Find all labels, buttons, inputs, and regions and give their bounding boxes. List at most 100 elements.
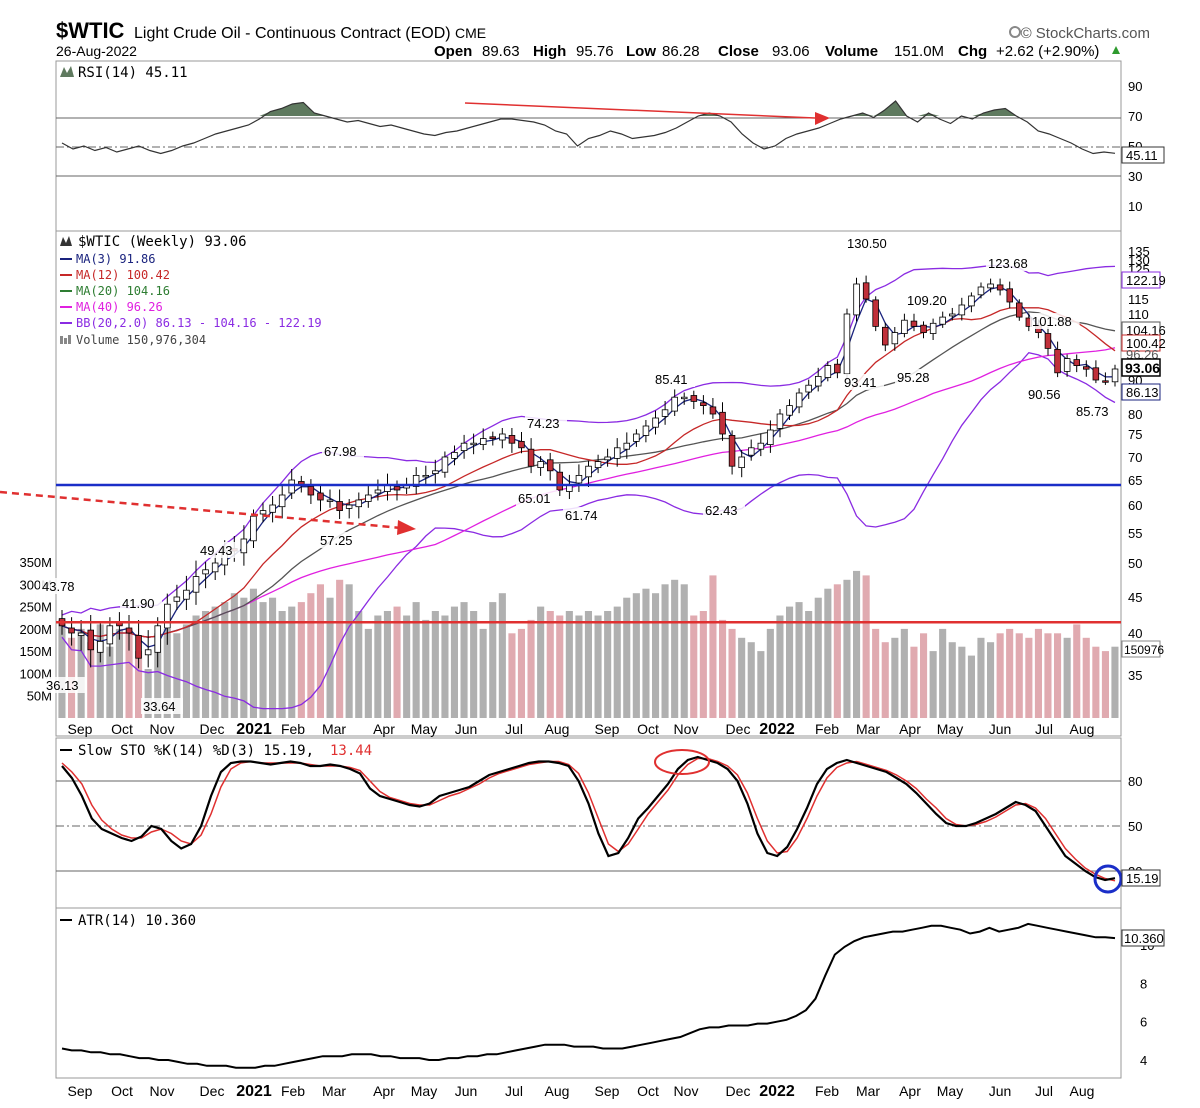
annotation-bg: [563, 507, 605, 523]
annotation-bg: [44, 677, 86, 693]
tag-bb-lower-text: 86.13: [1126, 385, 1159, 400]
rsi-overbought-fill: [62, 101, 1115, 116]
rsi-tick-label: 10: [1128, 199, 1142, 214]
x-axis-label: 2021: [236, 721, 272, 738]
price-tick-label: 75: [1128, 427, 1142, 442]
price-annotation: 95.28: [897, 370, 930, 385]
open-label: Open: [434, 43, 472, 60]
volume-bar: [135, 651, 143, 718]
x-axis-label: Dec: [200, 1083, 225, 1099]
volume-bar: [632, 593, 640, 718]
volume-bar: [470, 611, 478, 718]
candle-body: [910, 320, 918, 327]
volume-bar: [441, 615, 449, 718]
x-axis-label: Apr: [373, 1083, 395, 1099]
candle-body: [815, 375, 822, 387]
volume-bar: [364, 628, 372, 718]
annotation-bg: [1074, 403, 1116, 419]
price-legend: $WTIC (Weekly) 93.06 MA(3) 91.86 MA(12) …: [60, 234, 322, 347]
price-tick-label: 130: [1128, 253, 1150, 268]
volume-bar: [182, 624, 190, 718]
price-annotation: 90.56: [1028, 387, 1061, 402]
x-axis-label: Sep: [68, 721, 93, 737]
price-annotation: 85.41: [655, 372, 688, 387]
volume-bar: [403, 615, 411, 718]
candle-body: [441, 456, 449, 473]
candle-body: [1073, 359, 1081, 367]
price-annotation: 130.50: [847, 236, 887, 251]
tag-bb-upper: [1121, 271, 1161, 289]
price-tick-label: 70: [1128, 450, 1142, 465]
candle-body: [642, 425, 650, 436]
dashed-trend-arrow: [0, 490, 403, 530]
open-value: 89.63: [482, 43, 520, 60]
annotation-bg: [905, 292, 955, 308]
volume-bar: [786, 606, 794, 718]
annotation-bg: [120, 595, 162, 611]
x-axis-label: Aug: [545, 1083, 570, 1099]
volume-bar: [948, 642, 956, 718]
volume-bar: [661, 584, 669, 718]
price-annotation: 33.64: [143, 699, 176, 714]
volume-bar: [910, 646, 918, 718]
candle-body: [690, 395, 698, 402]
volume-tick-label: 250M: [19, 600, 52, 615]
volume-bar: [776, 615, 784, 718]
candle-body: [585, 465, 592, 478]
volume-bar: [431, 611, 439, 718]
volume-bar: [967, 655, 975, 718]
volume-bar: [345, 584, 353, 718]
rsi-tick-label: 90: [1128, 79, 1142, 94]
volume-bar: [1111, 646, 1119, 718]
annotation-bg: [845, 235, 895, 251]
symbol-title: $WTIC: [56, 18, 125, 43]
candle-body: [508, 434, 516, 444]
candle-body: [68, 627, 75, 634]
price-annotations: 43.78 36.13 41.90 33.64 49.43 67.98 57.25 74.23…: [40, 235, 1116, 714]
volume-bar: [326, 597, 334, 718]
legend-ma3: MA(3) 91.86: [76, 252, 155, 266]
x-axis-label: Apr: [373, 721, 395, 737]
tag-ma12: [1121, 334, 1161, 352]
x-axis-label: 2022: [759, 1083, 795, 1100]
volume-bar: [824, 588, 832, 718]
volume-bar: [278, 611, 286, 718]
rsi-current-tag: [1121, 146, 1165, 164]
candle-body: [307, 486, 315, 496]
candle-body: [1016, 302, 1023, 318]
candle-body: [805, 384, 812, 393]
candle-body: [451, 451, 458, 459]
candle-body: [460, 442, 468, 452]
candle-body: [623, 442, 631, 450]
candle-body: [374, 489, 382, 494]
arrow-right-icon: [815, 112, 830, 125]
x-axis-label: Oct: [637, 1083, 659, 1099]
volume-bar: [642, 588, 650, 718]
atr-tick-label: 6: [1140, 1015, 1147, 1030]
legend-ma20: MA(20) 104.16: [76, 284, 170, 298]
sto-current-value: 15.19: [1126, 871, 1159, 886]
volume-bar: [383, 611, 391, 718]
tag-volume-text: 150976: [1124, 643, 1164, 657]
x-axis-label: Mar: [322, 1083, 346, 1099]
volume-bar: [565, 611, 573, 718]
rsi-legend: RSI(14) 45.11: [60, 65, 188, 81]
high-value: 95.76: [576, 43, 614, 60]
volume-bar: [498, 593, 506, 718]
x-axis-label: 2021: [236, 1083, 272, 1100]
candle-body: [987, 283, 994, 289]
volume-bar: [249, 588, 257, 718]
candle-body: [757, 442, 765, 450]
x-axis-label: 2022: [759, 721, 795, 738]
volume-bar: [58, 619, 66, 718]
x-axis-label: Oct: [111, 721, 133, 737]
volume-bar: [757, 651, 765, 718]
volume-bar: [221, 602, 229, 718]
volume-bar: [738, 637, 746, 718]
price-annotation: 109.20: [907, 293, 947, 308]
volume-bar: [680, 584, 688, 718]
price-legend-title: $WTIC (Weekly) 93.06: [78, 234, 247, 250]
x-axis-label: Feb: [281, 721, 305, 737]
candle-body: [920, 324, 927, 334]
annotation-bg: [525, 415, 567, 431]
